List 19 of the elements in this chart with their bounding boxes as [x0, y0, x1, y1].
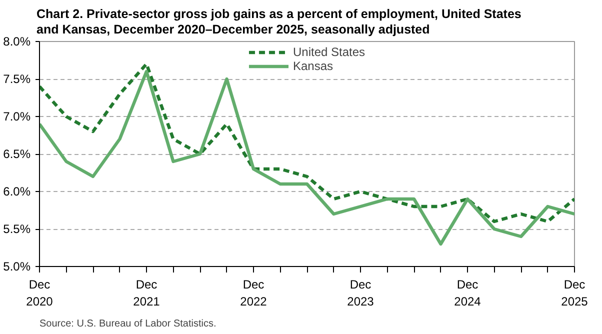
x-tick-label: Dec 2020 [26, 278, 54, 308]
y-tick-label: 7.0% [3, 110, 31, 124]
x-tick-label: Dec 2022 [240, 278, 268, 308]
y-tick-label: 6.5% [3, 147, 31, 161]
x-tick-label: Dec 2024 [454, 278, 482, 308]
y-tick-label: 7.5% [3, 72, 31, 86]
y-tick-label: 5.5% [3, 222, 31, 236]
x-tick-label: Dec 2025 [561, 278, 588, 308]
y-tick-label: 8.0% [3, 34, 31, 48]
source-note: Source: U.S. Bureau of Labor Statistics. [40, 318, 216, 330]
legend-label: United States [292, 45, 366, 59]
chart-title: Chart 2. Private-sector gross job gains as a percent of employment, United States and Kansas, December 2020–December 2025, seasonally adjusted [36, 7, 522, 36]
line-series [40, 70, 574, 246]
line-series [40, 62, 574, 224]
y-tick-label: 5.0% [3, 260, 31, 274]
y-tick-label: 6.0% [3, 184, 31, 198]
legend-label: Kansas [292, 59, 334, 73]
x-tick-label: Dec 2023 [347, 278, 374, 308]
x-tick-label: Dec 2021 [133, 278, 160, 308]
